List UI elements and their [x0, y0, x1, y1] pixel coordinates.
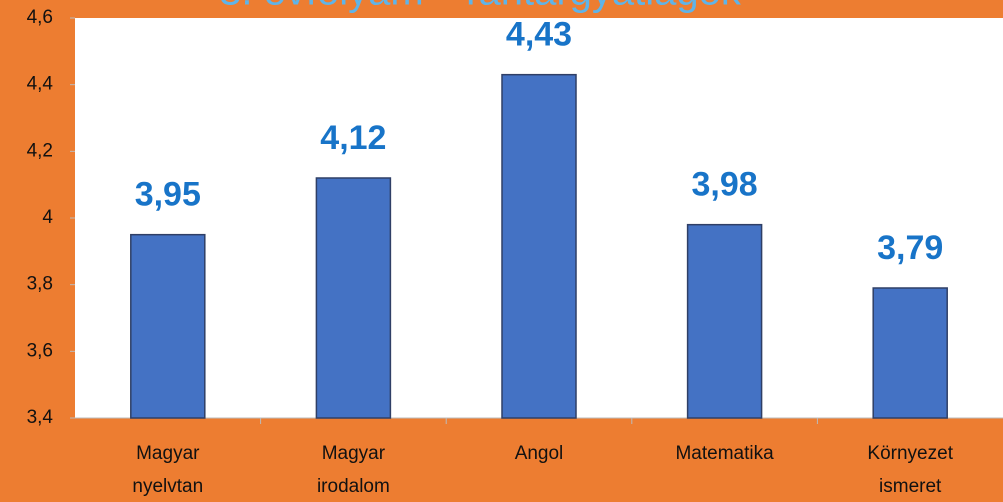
x-tick-label: Matematika: [675, 443, 774, 464]
value-label: 3,95: [135, 176, 201, 214]
y-tick-label: 4: [42, 207, 53, 228]
x-tick-label: Magyar irodalom: [317, 443, 390, 497]
x-tick-label-line: nyelvtan: [132, 476, 203, 497]
y-tick-label: 4,4: [27, 74, 54, 95]
bar: [130, 233, 206, 419]
bar: [501, 73, 577, 419]
y-tick-label: 4,6: [27, 7, 53, 28]
y-tick-label: 3,6: [27, 340, 53, 361]
x-tick-label: Magyar nyelvtan: [132, 443, 203, 497]
x-tick-label-line: Magyar: [136, 443, 200, 464]
bar: [686, 223, 763, 419]
bar: [872, 287, 948, 419]
x-tick-label-line: Környezet: [867, 443, 953, 464]
y-tick-label: 3,8: [27, 274, 53, 295]
x-tick-label: Angol: [515, 443, 564, 464]
value-label: 4,43: [506, 16, 572, 54]
x-tick-label-line: Magyar: [322, 443, 386, 464]
x-tick-label: Környezet ismeret: [867, 443, 953, 497]
value-label: 3,98: [692, 166, 758, 204]
chart-title: 3. évfolyam - Tantárgyátlagok: [219, 0, 742, 14]
y-tick-label: 3,4: [27, 407, 54, 428]
bar: [315, 177, 392, 419]
y-tick-label: 4,2: [27, 140, 53, 161]
x-tick-label-line: irodalom: [317, 476, 390, 497]
value-label: 3,79: [877, 229, 943, 267]
x-tick-label-line: ismeret: [879, 476, 942, 497]
value-label: 4,12: [320, 119, 386, 157]
